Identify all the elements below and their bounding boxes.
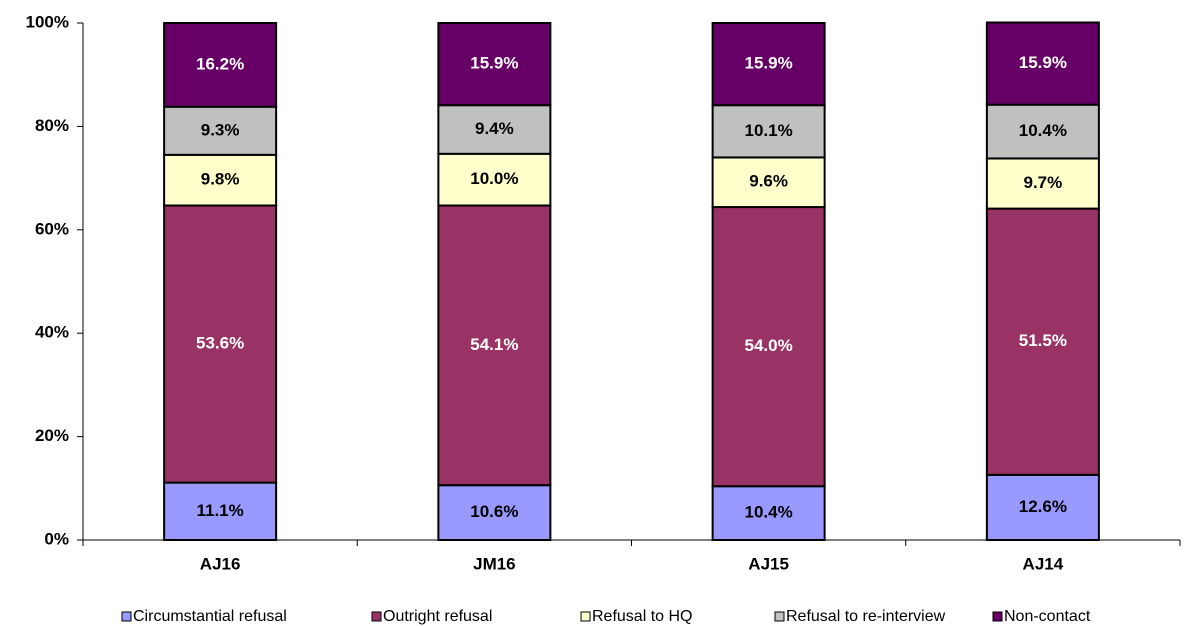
- value-label: 12.6%: [1019, 497, 1067, 516]
- value-label: 10.4%: [745, 503, 793, 522]
- bar-segment: [437, 152, 552, 207]
- x-tick-label: AJ15: [748, 554, 789, 573]
- value-label: 10.1%: [745, 121, 793, 140]
- value-label: 54.0%: [745, 336, 793, 355]
- value-label: 53.6%: [196, 334, 244, 353]
- value-label: 10.0%: [470, 169, 518, 188]
- bar-segment: [985, 207, 1100, 476]
- y-tick-label: 100%: [26, 12, 69, 31]
- legend-label: Non-contact: [1004, 608, 1091, 625]
- bar-segment: [711, 206, 826, 488]
- bar-segment: [437, 484, 552, 541]
- bar-segment: [711, 156, 826, 209]
- legend-swatch: [121, 611, 132, 622]
- bar-segment: [437, 204, 552, 487]
- value-label: 11.1%: [196, 501, 243, 520]
- x-tick-label: JM16: [473, 554, 516, 573]
- bar-segment: [437, 104, 552, 155]
- value-label: 9.3%: [201, 120, 240, 139]
- bar-segment: [985, 473, 1100, 541]
- y-tick-label: 40%: [35, 323, 69, 342]
- legend-swatch: [774, 611, 785, 622]
- legend-label: Refusal to HQ: [592, 608, 692, 625]
- y-tick-label: 80%: [35, 116, 69, 135]
- value-label: 10.4%: [1019, 121, 1067, 140]
- bar-segment: [163, 105, 278, 156]
- bar-segment: [437, 22, 552, 107]
- y-tick-label: 60%: [35, 219, 69, 238]
- legend-swatch: [371, 611, 382, 622]
- value-label: 9.8%: [201, 170, 240, 189]
- legend-swatch: [580, 611, 591, 622]
- value-label: 9.4%: [475, 119, 514, 138]
- x-tick-label: AJ16: [200, 554, 241, 573]
- bar-segment: [163, 153, 278, 207]
- legend-label: Outright refusal: [383, 608, 492, 625]
- bar-segment: [163, 481, 278, 542]
- legend-swatch: [992, 611, 1003, 622]
- y-tick-label: 20%: [35, 426, 69, 445]
- value-label: 9.7%: [1024, 173, 1063, 192]
- value-label: 16.2%: [196, 54, 244, 73]
- bar-segment: [985, 21, 1100, 106]
- value-label: 10.6%: [470, 502, 518, 521]
- value-label: 54.1%: [470, 335, 518, 354]
- legend-label: Refusal to re-interview: [786, 608, 946, 625]
- value-label: 15.9%: [1019, 53, 1067, 72]
- y-tick-label: 0%: [44, 529, 69, 548]
- x-tick-label: AJ14: [1023, 554, 1064, 573]
- legend-label: Circumstantial refusal: [133, 608, 287, 625]
- bar-segment: [711, 22, 826, 107]
- bar-segment: [711, 104, 826, 159]
- bar-segment: [163, 22, 278, 108]
- value-label: 15.9%: [470, 54, 518, 73]
- value-label: 9.6%: [749, 172, 788, 191]
- value-label: 51.5%: [1019, 331, 1067, 350]
- bar-segment: [163, 204, 278, 484]
- value-label: 15.9%: [745, 54, 793, 73]
